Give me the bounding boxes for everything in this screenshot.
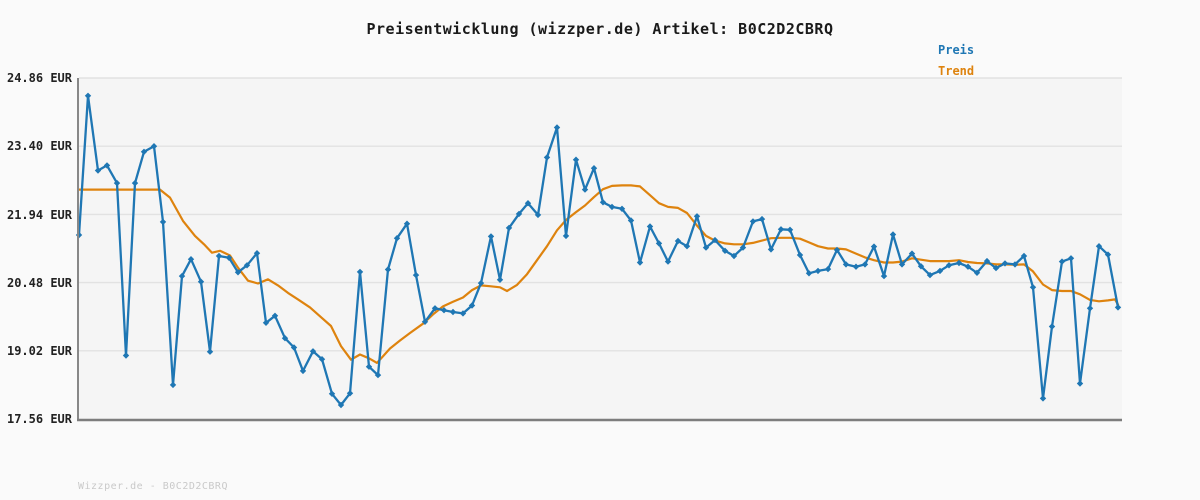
legend-item-preis: Preis (938, 43, 975, 57)
trend-line (77, 184, 1120, 364)
preis-line (77, 94, 1120, 407)
chart-title: Preisentwicklung (wizzper.de) Artikel: B… (366, 20, 834, 38)
y-axis-label: 24.86 EUR (6, 71, 72, 85)
y-axis-label: 23.40 EUR (6, 139, 72, 153)
y-axis-label: 17.56 EUR (6, 412, 72, 426)
legend: Preis Trend (938, 40, 974, 82)
y-axis-label: 21.94 EUR (6, 208, 72, 222)
y-axis-label: 19.02 EUR (6, 344, 72, 358)
legend-item-trend: Trend (938, 64, 975, 78)
watermark: Wizzper.de - B0C2D2CBRQ (78, 481, 228, 492)
plot-background (78, 78, 1122, 420)
y-axis-label: 20.48 EUR (6, 276, 72, 290)
